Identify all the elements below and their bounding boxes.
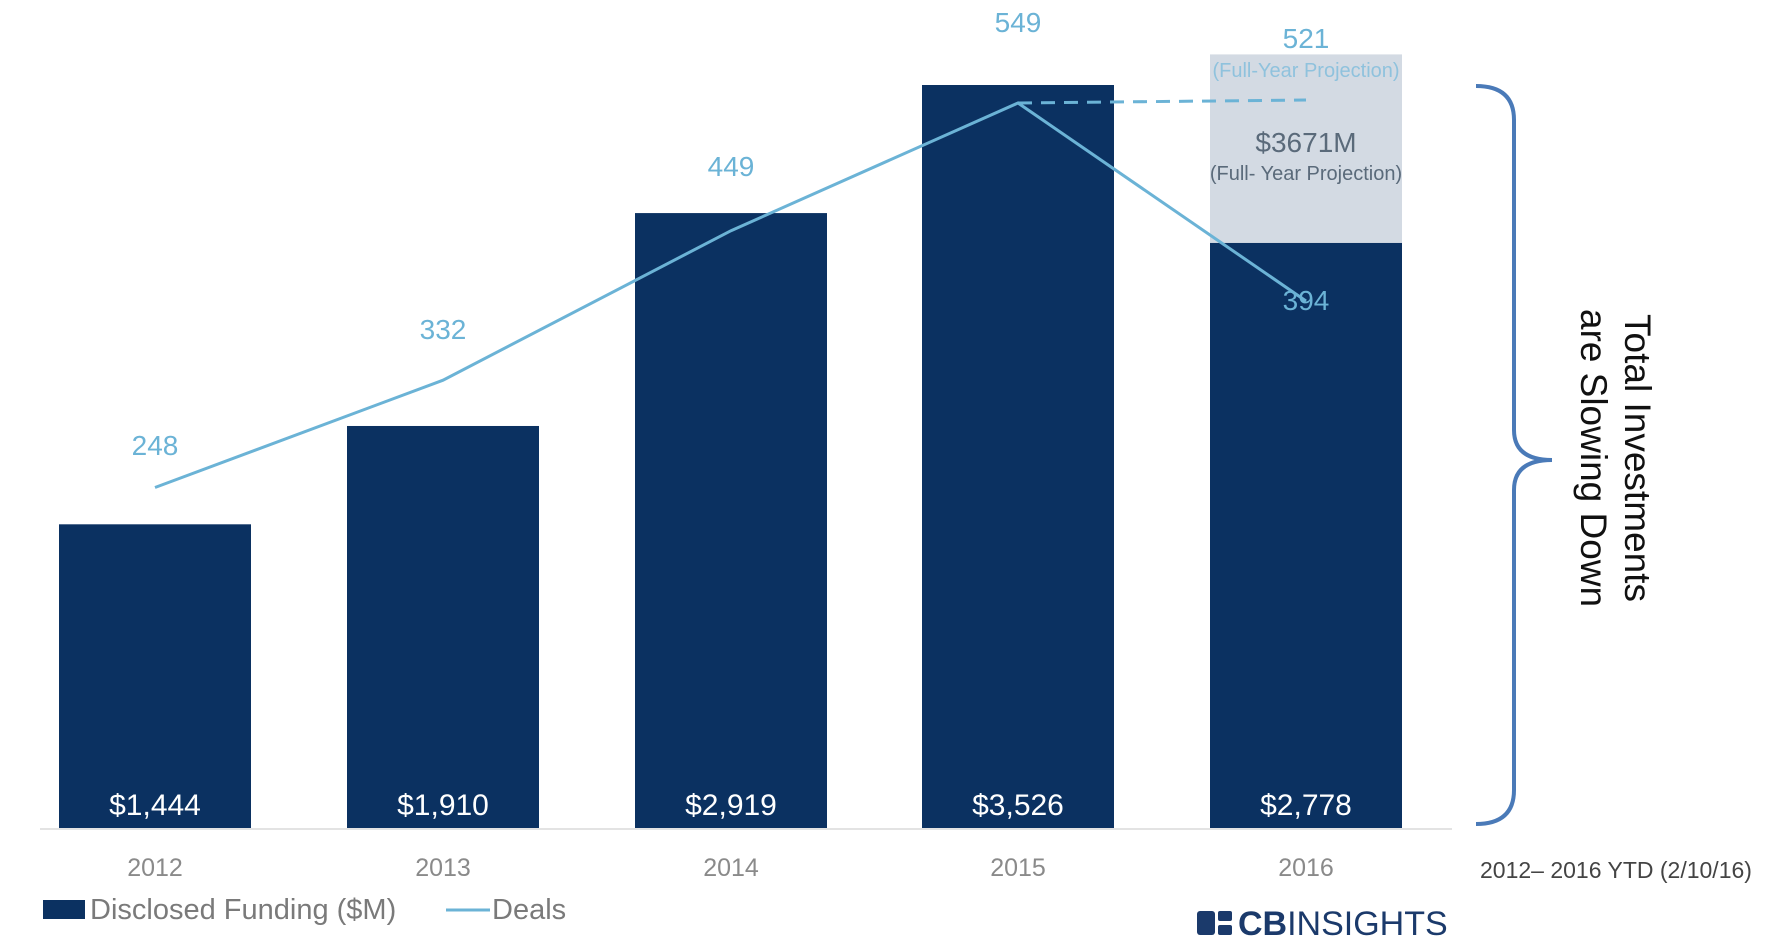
funding-value-label-2013: $1,910: [397, 789, 489, 822]
logo-light: INSIGHTS: [1287, 905, 1448, 940]
logo-bold: CB: [1238, 905, 1287, 940]
deals-value-label-2015: 549: [995, 7, 1042, 38]
cb-insights-logo: CBINSIGHTS: [1197, 905, 1448, 940]
legend-label-funding: Disclosed Funding ($M): [90, 894, 396, 926]
x-axis-tick-labels: 2012 2013 2014 2015 2016: [127, 854, 1334, 882]
x-tick-2015: 2015: [990, 854, 1046, 882]
projection-funding-label: $3671M: [1255, 127, 1356, 158]
annotation-line-1: Total Investments: [1617, 314, 1658, 602]
annotation-line-2: are Slowing Down: [1573, 309, 1614, 607]
funding-bar-2016: [1210, 242, 1402, 830]
funding-bar-labels: $1,444 $1,910 $2,919 $3,526 $2,778: [109, 789, 1352, 822]
funding-bars: [59, 85, 1402, 830]
projection-group: $3671M (Full- Year Projection) 521 (Full-Ye…: [1210, 23, 1402, 243]
deals-line: [154, 101, 1307, 489]
legend-label-deals: Deals: [492, 894, 566, 926]
x-tick-2014: 2014: [703, 854, 759, 882]
funding-value-label-2016: $2,778: [1260, 789, 1352, 822]
date-range-note: 2012– 2016 YTD (2/10/16): [1480, 857, 1752, 883]
funding-value-label-2015: $3,526: [972, 789, 1064, 822]
projection-funding-note: (Full- Year Projection): [1210, 163, 1402, 185]
funding-bar-2013: [347, 425, 539, 829]
x-tick-2016: 2016: [1278, 854, 1334, 882]
deals-value-label-2016: 394: [1283, 285, 1330, 316]
funding-bar-2014: [635, 213, 827, 829]
logo-mark-bottom-right: [1218, 925, 1232, 935]
legend: Disclosed Funding ($M) Deals: [43, 894, 566, 926]
logo-mark-left: [1197, 911, 1215, 935]
side-annotation: Total Investments are Slowing Down: [1573, 309, 1658, 607]
x-tick-2012: 2012: [127, 854, 183, 882]
projection-funding-region: [1210, 54, 1402, 243]
funding-value-label-2012: $1,444: [109, 789, 201, 822]
logo-mark-top-right: [1218, 911, 1232, 921]
deals-line-group: 248 332 449 549 394: [132, 7, 1330, 489]
deals-projection-line: [1017, 98, 1307, 105]
funding-value-label-2014: $2,919: [685, 789, 777, 822]
deals-value-label-2012: 248: [132, 430, 179, 461]
logo-wordmark: CBINSIGHTS: [1238, 905, 1448, 940]
funding-bar-2015: [922, 85, 1114, 829]
curly-brace: [1475, 84, 1553, 826]
deals-value-label-2014: 449: [708, 151, 755, 182]
funding-bar-2012: [59, 524, 251, 829]
projection-deals-note: (Full-Year Projection): [1212, 60, 1399, 82]
x-tick-2013: 2013: [415, 854, 471, 882]
legend-swatch-funding: [43, 900, 85, 919]
deals-value-label-2013: 332: [420, 314, 467, 345]
projection-deals-label: 521: [1283, 23, 1330, 54]
